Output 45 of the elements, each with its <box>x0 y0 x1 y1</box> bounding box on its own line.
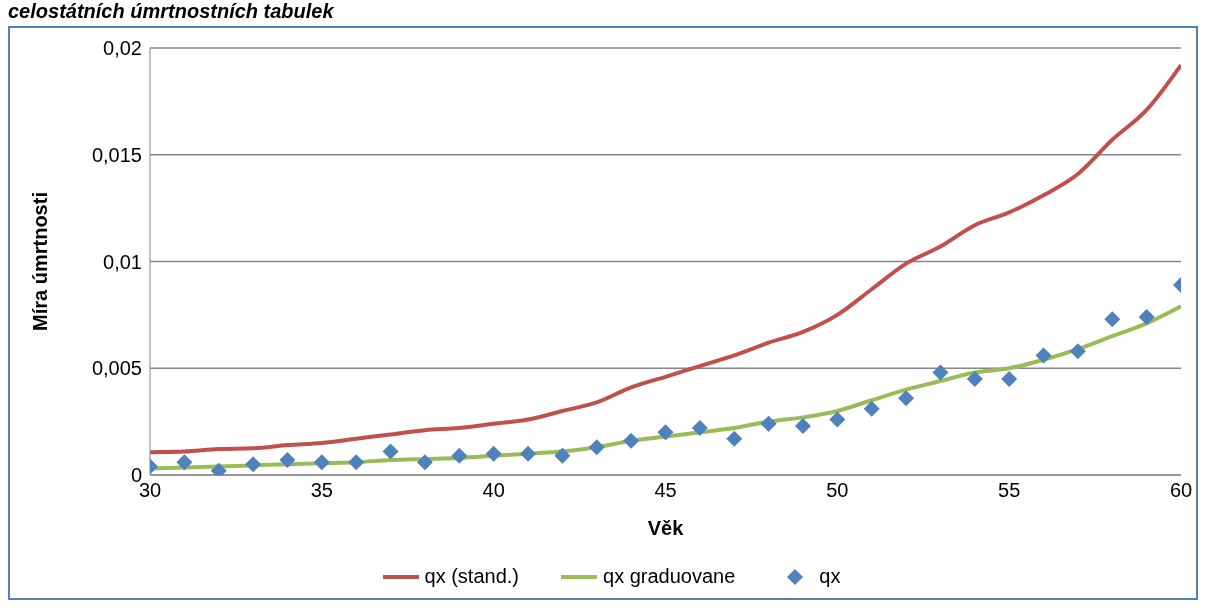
x-tick-label: 45 <box>654 479 677 502</box>
y-tick-label: 0,01 <box>103 250 142 273</box>
line-series <box>150 63 1181 455</box>
point <box>313 454 330 471</box>
point <box>348 454 365 471</box>
point <box>279 452 296 469</box>
point <box>1138 309 1155 326</box>
point <box>898 390 915 407</box>
y-tick-label: 0,02 <box>103 37 142 60</box>
x-axis-title: Věk <box>647 517 685 539</box>
point <box>863 400 880 417</box>
point <box>760 415 777 432</box>
point <box>794 417 811 434</box>
point <box>485 445 502 462</box>
x-tick-label: 40 <box>482 479 505 502</box>
point <box>554 447 571 464</box>
point <box>1104 311 1121 328</box>
point <box>1035 347 1052 364</box>
x-tick-label: 50 <box>826 479 849 502</box>
point <box>382 443 399 460</box>
point <box>966 370 983 387</box>
point <box>1001 370 1018 387</box>
point <box>829 411 846 428</box>
point <box>932 364 949 381</box>
chart-title: celostátních úmrtnostních tabulek <box>8 0 335 24</box>
point <box>451 447 468 464</box>
x-tick-label: 60 <box>1169 479 1193 502</box>
y-axis-title: Míra úmrtnosti <box>29 192 52 331</box>
y-tick-label: 0,005 <box>91 357 142 380</box>
point <box>657 424 674 441</box>
point <box>245 456 262 473</box>
legend-label: qx graduovane <box>603 565 736 588</box>
legend-label: qx (stand.) <box>424 565 520 588</box>
point <box>691 420 708 437</box>
x-tick-label: 55 <box>998 479 1021 502</box>
y-tick-label: 0,015 <box>91 143 142 166</box>
point <box>588 439 605 456</box>
point <box>1069 343 1086 360</box>
point <box>520 445 537 462</box>
point <box>623 432 640 449</box>
legend-label: qx <box>819 565 841 588</box>
x-tick-label: 35 <box>310 479 333 502</box>
point <box>416 454 433 471</box>
point <box>176 454 193 471</box>
point <box>726 430 743 447</box>
